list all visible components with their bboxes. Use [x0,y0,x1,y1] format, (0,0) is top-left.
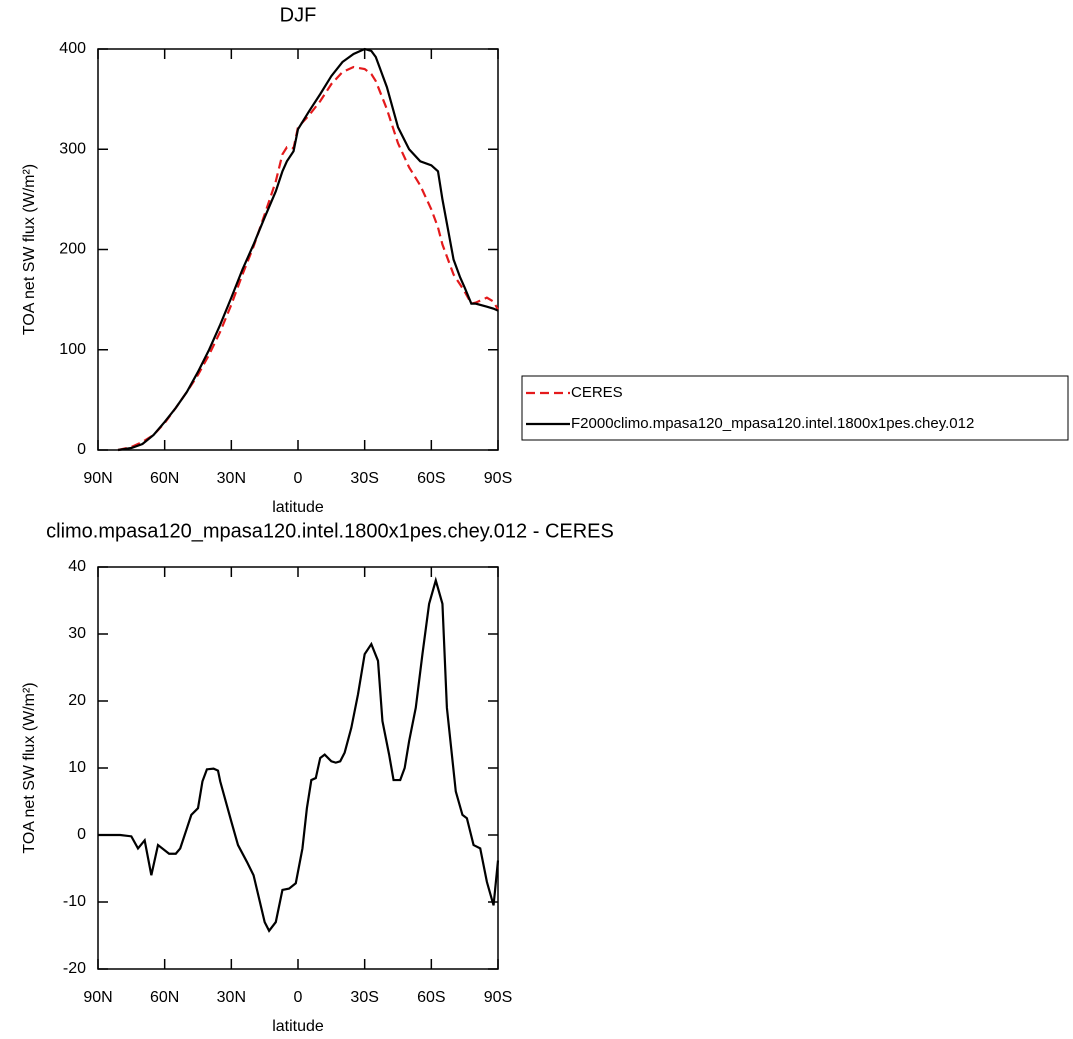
y-tick-label: 30 [68,625,86,642]
y-tick-label: 20 [68,692,86,709]
x-tick-label: 60N [150,470,179,487]
y-tick-label: 300 [59,140,86,157]
x-tick-label: 90S [484,989,512,1006]
data-line [117,65,499,452]
x-axis-label: latitude [272,1018,324,1035]
chart-title: climo.mpasa120_mpasa120.intel.1800x1pes.… [46,520,614,542]
data-line [117,47,499,452]
x-tick-label: 90N [83,470,112,487]
x-tick-label: 60S [417,989,445,1006]
x-tick-label: 90S [484,470,512,487]
y-tick-label: 100 [59,341,86,358]
legend-label: CERES [571,384,623,401]
x-tick-label: 30N [217,470,246,487]
y-tick-label: 10 [68,759,86,776]
x-tick-label: 30S [350,989,378,1006]
y-tick-label: -20 [63,960,86,977]
y-tick-label: -10 [63,893,86,910]
y-tick-label: 40 [68,558,86,575]
y-tick-label: 400 [59,40,86,57]
x-tick-label: 60S [417,470,445,487]
data-line [98,576,500,933]
x-tick-label: 30S [350,470,378,487]
y-tick-label: 0 [77,441,86,458]
x-tick-label: 90N [83,989,112,1006]
legend-label: F2000climo.mpasa120_mpasa120.intel.1800x… [571,415,974,432]
y-axis-label: TOA net SW flux (W/m²) [21,682,38,853]
chart-title: DJF [280,4,317,26]
legend-box [521,375,1069,441]
y-tick-label: 0 [77,826,86,843]
y-axis-label: TOA net SW flux (W/m²) [21,164,38,335]
plot-frame [97,566,499,970]
x-tick-label: 0 [294,470,303,487]
x-tick-label: 30N [217,989,246,1006]
plot-frame [97,48,499,451]
x-tick-label: 0 [294,989,303,1006]
x-tick-label: 60N [150,989,179,1006]
x-axis-label: latitude [272,499,324,516]
y-tick-label: 200 [59,241,86,258]
